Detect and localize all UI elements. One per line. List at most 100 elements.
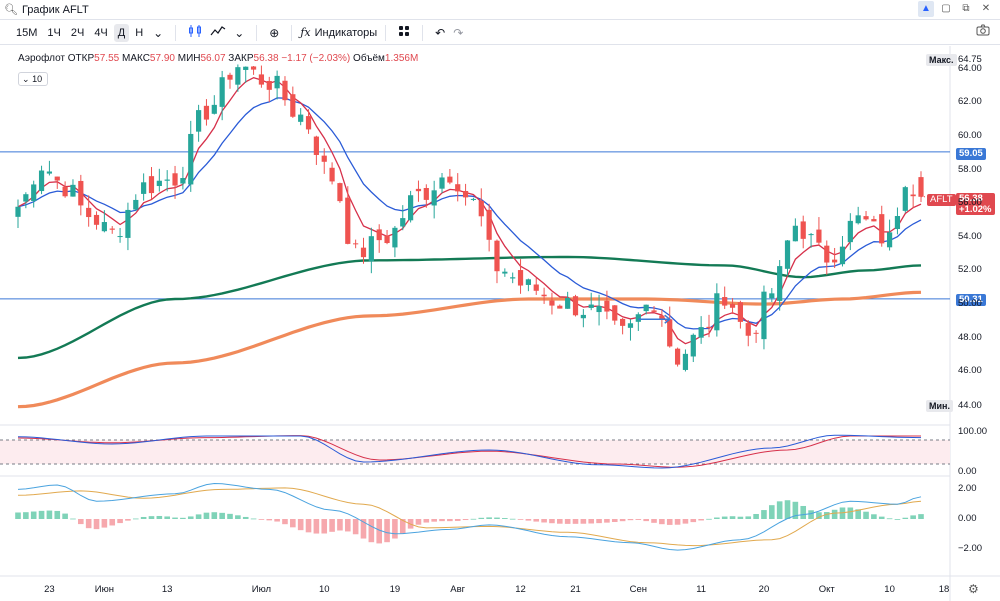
chart-toolbar: 15М 1Ч 2Ч 4Ч Д Н ⌄ ⌄ ⊕ ƒx Индикаторы ↶ ↷ [0,21,1000,45]
ticker-tag: AFLT [927,194,956,206]
candle-body [101,222,107,232]
price-tick-label: 64.00 [958,62,982,74]
macd-histogram-bar [297,519,304,531]
candle-body [93,214,100,225]
redo-icon[interactable]: ↷ [453,25,464,40]
candle-body [196,110,202,132]
candles-icon[interactable] [184,22,206,43]
candle-body [596,306,602,313]
collapse-window-button[interactable]: ▲ [918,1,934,17]
macd-tick-label: 2.00 [958,483,977,495]
macd-histogram-bar [753,513,759,519]
macd-histogram-bar [46,510,53,519]
candle-body [156,180,162,187]
macd-histogram-bar [274,519,280,522]
volume-value: 1.356M [384,53,419,64]
indicators-button[interactable]: ƒx Индикаторы [300,26,377,39]
timeframe-week[interactable]: Н [135,26,144,39]
line-chart-icon[interactable] [206,23,230,42]
indicator-period-chip[interactable]: ⌄ 10 [18,72,48,86]
candle-body [227,74,233,80]
candle-body [761,291,767,340]
macd-histogram-bar [918,514,924,519]
macd-histogram-bar [415,519,422,525]
candle-body [494,240,500,272]
price-tick-label: 46.00 [958,365,982,377]
macd-histogram-bar [242,516,249,519]
indicators-icon: ƒx [300,26,311,39]
candle-body [651,310,657,312]
undo-icon[interactable]: ↶ [435,25,446,40]
candle-body [470,198,477,200]
macd-histogram-bar [635,519,642,520]
macd-histogram-bar [78,519,84,525]
toolbar-divider [422,24,424,41]
add-icon[interactable]: ⊕ [269,25,280,40]
candle-body [879,214,885,244]
candle-body [31,184,37,201]
macd-histogram-bar [698,519,704,521]
candle-body [321,155,327,162]
macd-histogram-bar [816,512,822,519]
price-tick-label: 48.00 [958,331,982,343]
macd-histogram-bar [15,512,21,519]
candle-body [274,75,280,89]
open-value: 57.55 [94,53,120,64]
candle-body [211,104,217,114]
timeframe-4h[interactable]: 4Ч [94,26,108,39]
candle-body [46,171,53,174]
close-window-button[interactable]: ✕ [981,3,991,14]
layout-icon[interactable] [394,23,414,42]
macd-tick-label: 0.00 [958,513,977,524]
close-value: 56.38 [253,53,279,64]
candle-body [258,74,265,85]
timeframe-2h[interactable]: 2Ч [70,26,85,39]
candle-body [392,227,398,248]
candle-body [769,293,775,299]
macd-histogram-bar [125,519,131,521]
macd-histogram-bar [368,519,375,543]
macd-histogram-bar [666,519,673,525]
candle-body [824,245,830,263]
candle-body [415,188,422,192]
price-tick-label: 52.00 [958,264,982,276]
timeframe-1h[interactable]: 1Ч [47,26,61,39]
ema-red-line [17,77,922,345]
macd-histogram-bar [878,516,885,519]
camera-icon[interactable] [976,24,990,39]
timeframe-15m[interactable]: 15М [16,26,38,39]
candle-body [847,220,853,243]
timeframe-day[interactable]: Д [113,23,130,42]
price-tick-label: 58.00 [958,163,982,175]
time-tick-label: 11 [696,584,707,595]
detach-window-button[interactable]: ⧉ [962,3,970,14]
macd-histogram-bar [376,519,382,544]
candle-body [800,221,806,239]
macd-histogram-bar [541,519,547,523]
chevron-down-icon[interactable]: ⌄ [234,25,245,40]
candle-body [620,318,626,326]
candle-body [549,300,555,306]
search-icon[interactable]: 🔍︎ [4,4,18,16]
level-low-tag: 50.31 [956,294,986,306]
time-tick-label: 21 [570,584,581,595]
price-tick-label: 56.00 [958,197,982,209]
macd-histogram-bar [384,519,390,543]
candle-body [910,194,916,197]
chevron-down-icon[interactable]: ⌄ [153,25,164,40]
time-tick-label: Июл [251,584,272,595]
candle-body [667,319,673,347]
gear-icon[interactable]: ⚙ [968,582,979,596]
time-tick-label: 18 [938,584,950,595]
macd-histogram-bar [423,519,430,523]
candle-body [714,293,720,331]
macd-histogram-bar [439,519,445,522]
candle-body [698,327,704,338]
candle-body [525,279,531,285]
macd-histogram-bar [195,514,202,519]
maximize-window-button[interactable]: ▢ [941,3,951,14]
time-tick-label: 20 [758,584,770,595]
macd-line [17,482,922,551]
macd-histogram-bar [290,519,296,528]
